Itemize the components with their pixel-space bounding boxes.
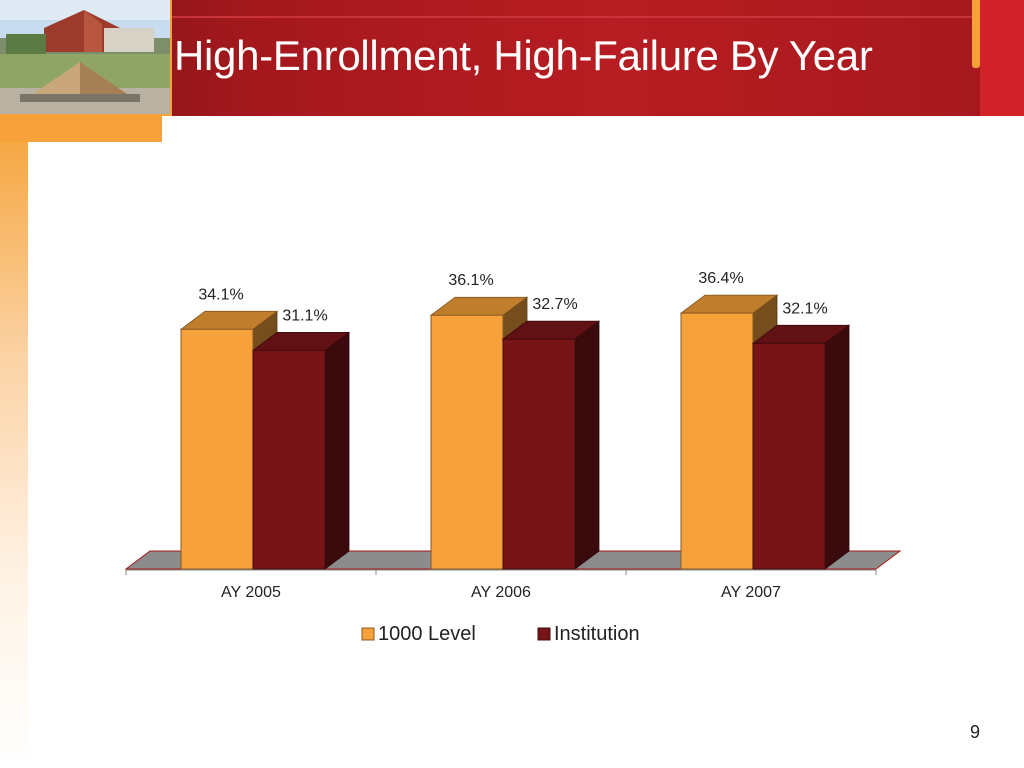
orange-tab-decoration xyxy=(0,116,162,142)
x-tick-label: AY 2007 xyxy=(721,584,781,601)
legend-swatch xyxy=(361,627,375,641)
page-number: 9 xyxy=(969,722,980,742)
data-label: 31.1% xyxy=(282,307,327,324)
bar-side-face xyxy=(824,324,850,570)
data-label: 36.1% xyxy=(448,272,493,289)
bar-front-face xyxy=(502,338,576,570)
bar-front-face xyxy=(752,342,826,570)
chart-bars xyxy=(179,294,851,570)
header-divider xyxy=(172,16,972,18)
bar-front-face xyxy=(252,349,326,570)
bar-institution-1 xyxy=(501,320,601,570)
slide-title: High-Enrollment, High-Failure By Year xyxy=(174,32,873,79)
bar-front-face xyxy=(680,312,754,570)
bar-institution-0 xyxy=(251,331,351,570)
bar-side-face xyxy=(574,320,600,570)
bar-front-face xyxy=(180,328,254,570)
header-accent-bar xyxy=(972,0,980,68)
chart-legend: 1000 Level Institution xyxy=(361,623,640,645)
x-tick-label: AY 2005 xyxy=(221,584,281,601)
x-tick-label: AY 2006 xyxy=(471,584,531,601)
bar-front-face xyxy=(430,314,504,570)
legend-label: 1000 Level xyxy=(378,623,476,645)
bar-side-face xyxy=(324,331,350,570)
legend-swatch xyxy=(537,627,551,641)
legend-label: Institution xyxy=(554,623,640,645)
bar-institution-2 xyxy=(751,324,851,570)
left-gradient-strip xyxy=(0,142,28,768)
header-right-block xyxy=(980,0,1024,116)
chart-x-axis: AY 2005 AY 2006 AY 2007 xyxy=(125,569,877,601)
data-label: 32.7% xyxy=(532,296,577,313)
data-label: 32.1% xyxy=(782,300,827,317)
campus-photo xyxy=(0,0,172,116)
chart-data-labels: 34.1% 31.1% 36.1% 32.7% 36.4% 32.1% xyxy=(198,270,827,324)
data-label: 36.4% xyxy=(698,270,743,287)
data-label: 34.1% xyxy=(198,286,243,303)
